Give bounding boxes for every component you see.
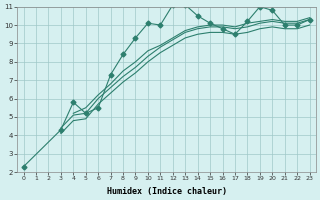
X-axis label: Humidex (Indice chaleur): Humidex (Indice chaleur) [107, 187, 227, 196]
